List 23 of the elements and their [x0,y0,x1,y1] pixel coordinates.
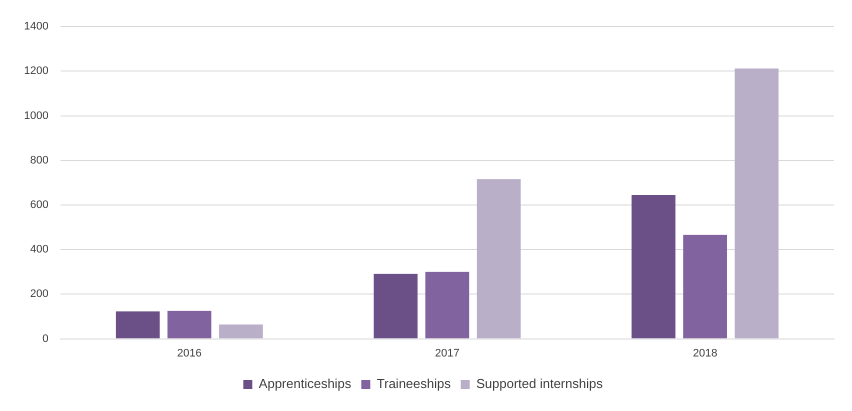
x-tick-label: 2016 [177,347,202,360]
y-tick-label: 1400 [24,20,48,33]
legend-label: Traineeships [376,376,452,392]
y-tick-label: 600 [30,199,48,212]
y-tick-label: 1000 [24,110,48,122]
x-tick-label: 2017 [434,347,460,360]
y-tick-label: 200 [30,288,48,300]
bar [116,311,160,338]
legend-label: Supported internships [476,376,604,392]
bar [734,68,779,338]
bar [374,274,418,338]
bar [632,194,676,338]
y-tick-label: 400 [30,244,48,256]
y-tick-label: 800 [30,154,48,166]
bar [683,234,727,338]
bar [167,310,212,338]
bar [476,179,521,338]
legend-label: Apprenticeships [258,376,352,392]
y-tick-label: 0 [42,332,48,345]
bar [219,324,263,338]
y-tick-label: 1200 [24,65,48,78]
bar [425,272,470,338]
x-tick-label: 2018 [692,347,718,360]
